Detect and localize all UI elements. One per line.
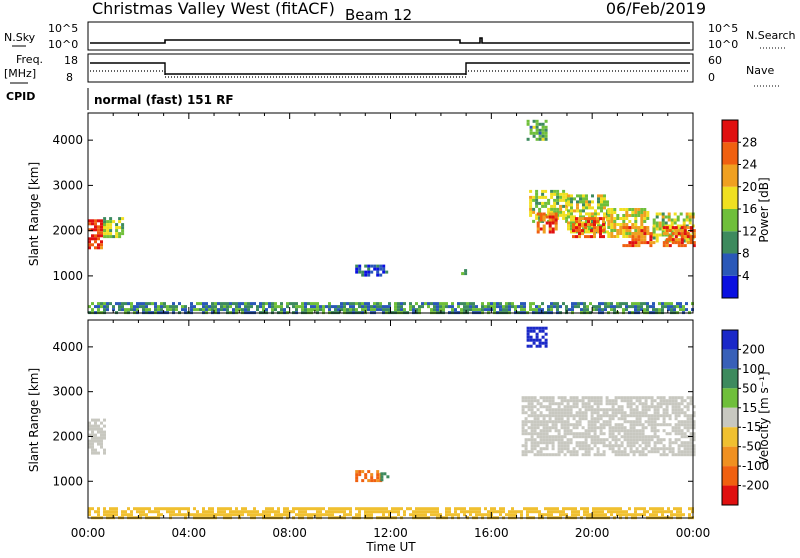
xtick-label: 00:00 xyxy=(71,526,106,540)
freq-tick-bottom: 8 xyxy=(66,71,73,84)
station-title: Christmas Valley West (fitACF) xyxy=(92,0,335,18)
velocity-swatch xyxy=(722,427,738,447)
power-ytick-label: 3000 xyxy=(52,178,83,192)
power-colorbar-tick-label: 28 xyxy=(742,135,757,149)
freq-panel-frame xyxy=(87,53,694,83)
velocity-colorbar-frame xyxy=(721,329,739,506)
velocity-ytick-label: 1000 xyxy=(52,474,83,488)
power-panel: 1000 2000 3000 4000 xyxy=(52,112,696,315)
velocity-colorbar-tick-label: -50 xyxy=(742,440,762,454)
velocity-swatch xyxy=(722,485,738,505)
power-colorbar-tick-label: 4 xyxy=(742,269,750,283)
power-colorbar-tick-label: 24 xyxy=(742,158,757,172)
power-patch xyxy=(572,217,605,239)
freq-tick-top: 18 xyxy=(64,54,78,67)
power-patch xyxy=(355,264,389,277)
xlabel: Time UT xyxy=(365,540,416,554)
velocity-patch xyxy=(88,418,106,455)
nsearch-tick-bottom: 10^0 xyxy=(708,38,738,51)
nsearch-label: N.Search xyxy=(746,29,796,42)
power-swatch xyxy=(722,142,738,165)
nave-tick-bottom: 0 xyxy=(708,71,715,84)
velocity-swatch xyxy=(722,407,738,428)
xtick-label: 16:00 xyxy=(474,526,509,540)
freq-trace xyxy=(90,62,690,75)
xtick-label: 00:00 xyxy=(676,526,711,540)
nsky-tick-top: 10^5 xyxy=(48,22,78,35)
freq-label-1: Freq. xyxy=(16,53,43,66)
nsearch-tick-top: 10^5 xyxy=(708,22,738,35)
beam-label: Beam 12 xyxy=(345,6,412,24)
velocity-colorbar-tick-label: 15 xyxy=(742,401,757,415)
nsky-trace xyxy=(90,37,690,44)
power-patch xyxy=(536,212,558,234)
power-ytick-label: 2000 xyxy=(52,224,83,238)
velocity-swatch xyxy=(722,446,738,467)
velocity-colorbar: 200 100 50 15 -15 -50 -100 -200 xyxy=(721,329,769,506)
nave-trace xyxy=(90,70,690,78)
velocity-patch xyxy=(526,326,548,348)
velocity-swatch xyxy=(722,388,738,408)
power-patch xyxy=(622,226,656,248)
power-colorbar-tick-label: 16 xyxy=(742,202,757,216)
velocity-ylabel: Slant Range [km] xyxy=(27,368,41,472)
nsky-tick-bottom: 10^0 xyxy=(48,38,78,51)
power-colorbar-tick-label: 8 xyxy=(742,247,750,261)
xtick-label: 08:00 xyxy=(272,526,307,540)
power-swatch xyxy=(722,186,738,209)
xtick-label: 12:00 xyxy=(373,526,408,540)
velocity-colorbar-tick-label: -200 xyxy=(742,479,769,493)
power-swatch xyxy=(722,253,738,276)
xtick-label: 20:00 xyxy=(575,526,610,540)
power-swatch xyxy=(722,275,738,298)
velocity-patch xyxy=(355,470,383,483)
power-colorbar-label: Power [dB] xyxy=(757,177,771,242)
power-patch xyxy=(662,226,696,248)
velocity-colorbar-tick-label: -15 xyxy=(742,420,762,434)
velocity-patch xyxy=(521,396,696,457)
freq-label-2: [MHz] xyxy=(4,67,36,80)
power-ylabel: Slant Range [km] xyxy=(27,162,41,266)
velocity-colorbar-tick-label: 200 xyxy=(742,342,765,356)
velocity-colorbar-label: Velocity [m s⁻¹] xyxy=(757,371,771,464)
velocity-colorbar-tick-label: 100 xyxy=(742,362,765,376)
velocity-swatch xyxy=(722,368,738,389)
power-colorbar-tick-label: 12 xyxy=(742,224,757,238)
power-colorbar-tick-label: 20 xyxy=(742,180,757,194)
power-patch xyxy=(607,208,650,238)
power-patch xyxy=(529,189,569,223)
power-swatch xyxy=(722,209,738,232)
date-label: 06/Feb/2019 xyxy=(606,0,706,18)
power-swatch xyxy=(722,120,738,143)
cpid-text: normal (fast) 151 RF xyxy=(94,93,234,107)
power-swatch xyxy=(722,164,738,187)
velocity-ytick-label: 3000 xyxy=(52,385,83,399)
velocity-colorbar-tick-label: 50 xyxy=(742,381,757,395)
velocity-colorbar-tick-label: -100 xyxy=(742,459,769,473)
power-ytick-label: 4000 xyxy=(52,133,83,147)
power-colorbar: 4 8 12 16 20 24 28 xyxy=(721,119,757,299)
velocity-swatch xyxy=(722,466,738,486)
power-frame xyxy=(87,112,694,314)
velocity-swatch xyxy=(722,330,738,350)
nsky-panel-frame xyxy=(87,21,694,51)
power-patch xyxy=(103,217,125,239)
nave-tick-top: 60 xyxy=(708,54,722,67)
power-patch xyxy=(526,119,548,141)
nsky-label: N.Sky xyxy=(4,31,36,44)
power-ytick-label: 1000 xyxy=(52,269,83,283)
power-swatch xyxy=(722,231,738,254)
velocity-swatch xyxy=(722,349,738,369)
velocity-ytick-label: 4000 xyxy=(52,340,83,354)
nave-label: Nave xyxy=(746,64,774,77)
cpid-label: CPID xyxy=(6,90,35,103)
velocity-patch xyxy=(380,472,390,482)
power-patch xyxy=(461,269,468,276)
velocity-panel: 1000 2000 3000 4000 xyxy=(52,319,696,520)
xtick-label: 04:00 xyxy=(172,526,207,540)
velocity-ytick-label: 2000 xyxy=(52,429,83,443)
